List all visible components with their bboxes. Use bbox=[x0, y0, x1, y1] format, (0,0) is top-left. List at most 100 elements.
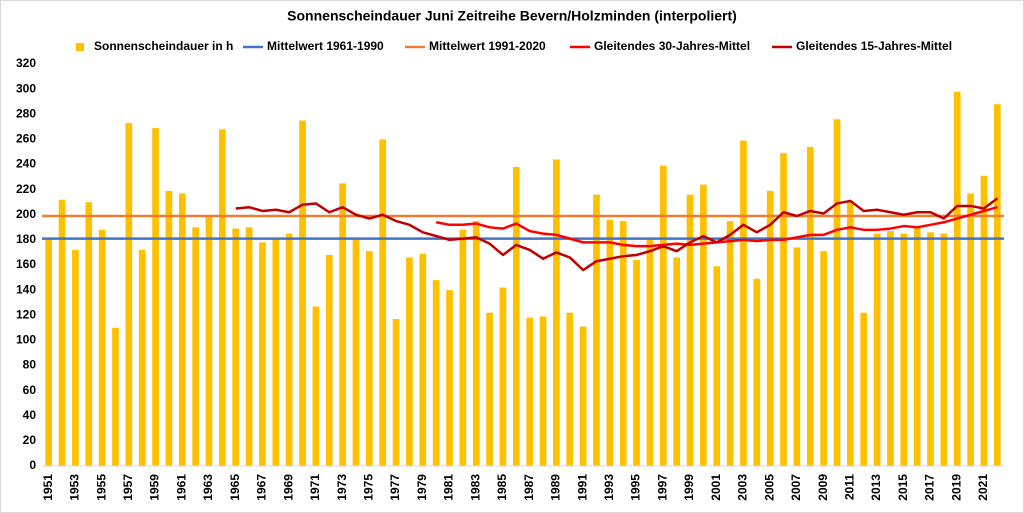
x-tick-label: 1977 bbox=[388, 474, 402, 501]
bar bbox=[259, 242, 266, 466]
bar bbox=[806, 146, 814, 466]
bar bbox=[85, 202, 93, 466]
bar bbox=[312, 306, 320, 466]
bar bbox=[953, 91, 961, 466]
legend-label: Mittelwert 1961-1990 bbox=[267, 39, 384, 53]
x-tick-label: 2013 bbox=[869, 474, 883, 501]
legend-label: Gleitendes 15-Jahres-Mittel bbox=[796, 39, 952, 53]
x-tick-label: 1951 bbox=[41, 474, 55, 501]
bar bbox=[125, 123, 133, 466]
x-tick-label: 2001 bbox=[709, 474, 723, 501]
x-tick-label: 1985 bbox=[495, 474, 509, 501]
bar bbox=[913, 227, 921, 466]
x-tick-label: 1987 bbox=[522, 474, 536, 501]
bar bbox=[900, 233, 908, 466]
bar bbox=[299, 120, 306, 466]
y-tick-label: 260 bbox=[16, 132, 36, 146]
bar bbox=[593, 194, 600, 466]
y-tick-label: 140 bbox=[16, 282, 36, 296]
bar bbox=[192, 227, 199, 466]
bar bbox=[646, 239, 654, 466]
legend-swatch bbox=[76, 43, 84, 51]
bar bbox=[753, 278, 761, 466]
bar bbox=[619, 221, 627, 466]
bar bbox=[539, 316, 547, 466]
x-tick-label: 1965 bbox=[228, 474, 242, 501]
bar bbox=[606, 219, 614, 466]
y-tick-label: 220 bbox=[16, 182, 36, 196]
x-tick-label: 1981 bbox=[442, 474, 456, 501]
x-tick-label: 1963 bbox=[201, 474, 215, 501]
bar bbox=[512, 167, 520, 466]
bar bbox=[472, 221, 480, 466]
y-tick-label: 240 bbox=[16, 157, 36, 171]
x-tick-label: 2021 bbox=[976, 474, 990, 501]
legend-label: Gleitendes 30-Jahres-Mittel bbox=[594, 39, 750, 53]
x-tick-label: 1991 bbox=[575, 474, 589, 501]
bar bbox=[138, 249, 146, 466]
bar bbox=[339, 183, 346, 466]
bar bbox=[152, 128, 159, 466]
bar bbox=[45, 238, 53, 466]
chart-title: Sonnenscheindauer Juni Zeitreihe Bevern/… bbox=[287, 8, 737, 24]
bar bbox=[205, 216, 213, 466]
x-tick-label: 1955 bbox=[94, 474, 108, 501]
x-tick-label: 2011 bbox=[843, 474, 857, 500]
bar bbox=[459, 229, 467, 466]
y-tick-label: 280 bbox=[16, 106, 36, 120]
y-tick-label: 200 bbox=[16, 207, 36, 221]
bar bbox=[780, 153, 787, 466]
x-tick-label: 1971 bbox=[308, 474, 322, 501]
y-tick-label: 120 bbox=[16, 307, 36, 321]
x-tick-label: 1975 bbox=[362, 474, 376, 501]
bar bbox=[793, 247, 801, 466]
bar bbox=[673, 257, 680, 466]
bar bbox=[499, 287, 507, 466]
y-tick-label: 100 bbox=[16, 333, 36, 347]
y-tick-label: 300 bbox=[16, 81, 36, 95]
moving-average-line bbox=[235, 197, 999, 272]
bar bbox=[579, 326, 587, 466]
x-tick-label: 2007 bbox=[789, 474, 803, 501]
x-tick-label: 1997 bbox=[655, 474, 669, 501]
x-tick-label: 1999 bbox=[682, 474, 696, 501]
bar bbox=[887, 231, 894, 466]
bar bbox=[58, 199, 66, 467]
bar bbox=[446, 290, 453, 466]
bar bbox=[366, 251, 373, 466]
bar bbox=[352, 239, 360, 466]
bar bbox=[98, 229, 106, 466]
x-tick-label: 2019 bbox=[949, 474, 963, 501]
x-tick-label: 1979 bbox=[415, 474, 429, 501]
bar bbox=[285, 233, 293, 466]
bar bbox=[486, 312, 493, 466]
x-tick-label: 1961 bbox=[174, 474, 188, 501]
y-tick-label: 180 bbox=[16, 232, 36, 246]
bar bbox=[873, 233, 881, 466]
bar bbox=[392, 319, 400, 466]
bar bbox=[566, 312, 574, 466]
bar bbox=[766, 190, 774, 466]
x-tick-label: 1969 bbox=[281, 474, 295, 501]
bar bbox=[927, 232, 934, 466]
y-tick-label: 60 bbox=[23, 383, 37, 397]
bar bbox=[713, 266, 721, 466]
x-tick-label: 1973 bbox=[335, 474, 349, 501]
bar bbox=[165, 190, 173, 466]
bar bbox=[178, 193, 186, 467]
bar bbox=[847, 202, 854, 466]
y-tick-label: 20 bbox=[23, 433, 37, 447]
bar bbox=[432, 280, 440, 466]
bar bbox=[740, 140, 747, 466]
legend-label: Sonnenscheindauer in h bbox=[94, 39, 233, 53]
bar bbox=[406, 257, 413, 466]
bar bbox=[325, 254, 333, 466]
x-tick-label: 2009 bbox=[816, 474, 830, 501]
bar bbox=[112, 327, 119, 466]
bar bbox=[940, 233, 948, 466]
x-tick-label: 1993 bbox=[602, 474, 616, 501]
bar bbox=[980, 175, 988, 466]
bar bbox=[993, 104, 1001, 466]
x-tick-label: 1995 bbox=[629, 474, 643, 501]
